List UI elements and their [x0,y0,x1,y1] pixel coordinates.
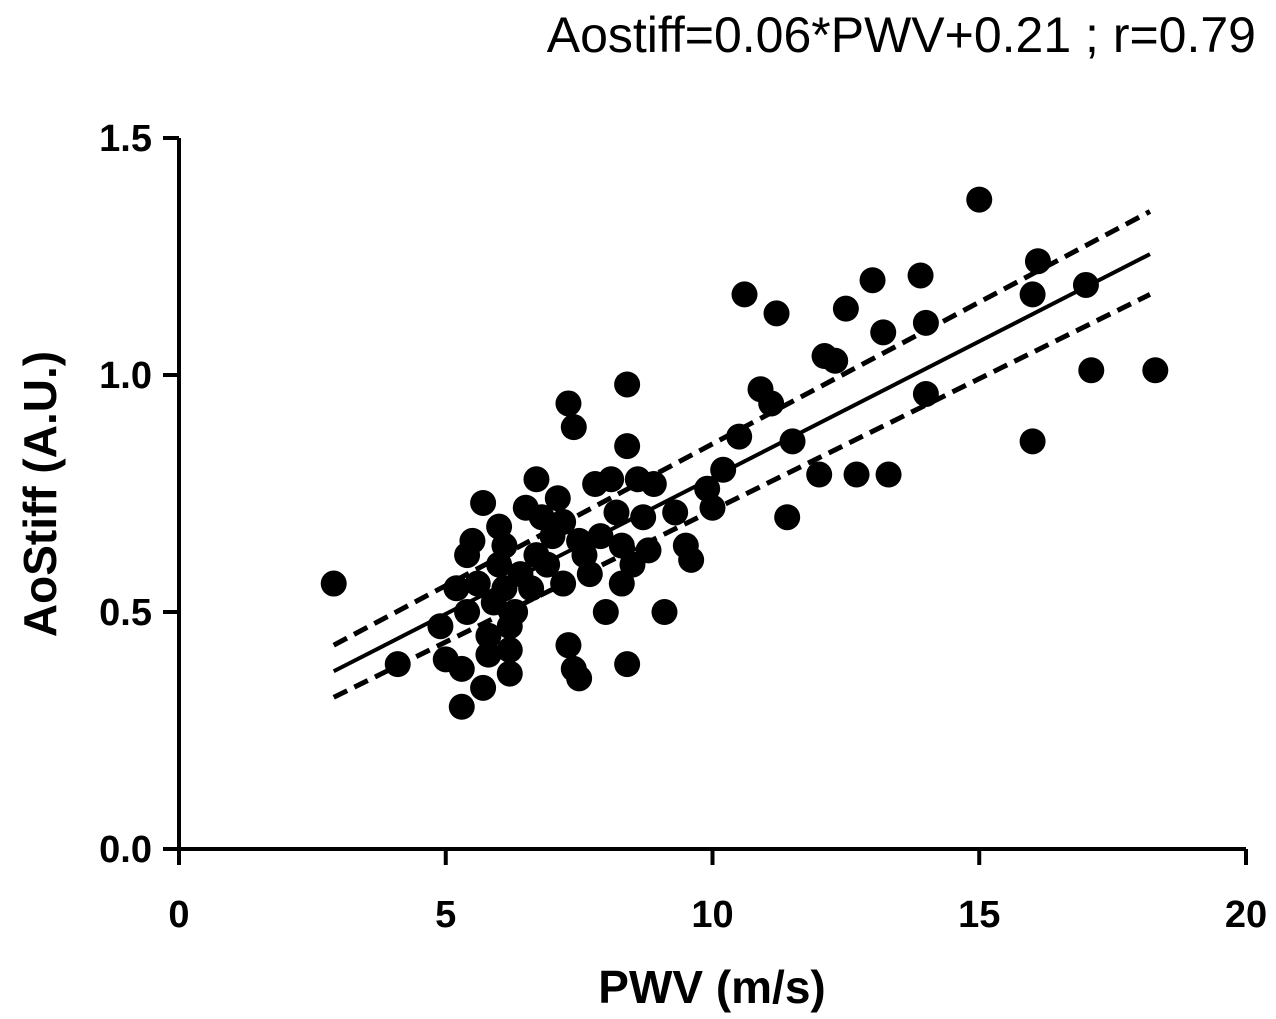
y-tick-label: 0.0 [99,829,152,871]
data-point [779,428,806,455]
data-point [555,390,582,417]
data-point [1072,271,1099,298]
data-point [763,300,790,327]
data-point [475,641,502,668]
data-point [832,295,859,322]
data-point [320,570,347,597]
data-point [608,532,635,559]
data-point [587,523,614,550]
data-point [1019,281,1046,308]
data-points [320,186,1169,720]
data-point [576,561,603,588]
data-point [614,651,641,678]
data-point [470,489,497,516]
data-point [630,504,657,531]
data-point [550,508,577,535]
x-tick-label: 10 [691,894,733,936]
data-point [907,262,934,289]
data-point [614,371,641,398]
x-tick-label: 15 [958,894,1000,936]
data-point [534,551,561,578]
data-point [843,461,870,488]
data-point [598,466,625,493]
data-point [662,499,689,526]
data-point [502,599,529,625]
data-point [635,537,662,564]
data-point [555,632,582,659]
data-point [875,461,902,488]
data-point [640,471,667,498]
data-point [454,599,481,625]
data-point [966,186,993,213]
data-point [822,347,849,374]
data-point [384,651,411,678]
data-point [464,570,491,597]
data-point [459,527,486,554]
data-point [608,570,635,597]
x-tick-label: 0 [168,894,189,936]
data-point [614,433,641,460]
x-axis-label: PWV (m/s) [598,961,825,1013]
data-point [491,532,518,559]
data-point [651,599,678,625]
data-point [1142,357,1169,384]
data-point [912,380,939,407]
data-point [1024,248,1051,275]
data-point [1078,357,1105,384]
data-point [758,390,785,417]
axes: 0 5 10 15 20 0.0 0.5 1.0 1.5 [99,118,1267,936]
x-tick-label: 5 [435,894,456,936]
data-point [1019,428,1046,455]
data-point [518,575,545,602]
data-point [603,499,630,526]
data-point [806,461,833,488]
ci-lower-line [332,292,1152,700]
data-point [443,575,470,602]
y-axis-label: AoStiff (A.U.) [14,351,66,637]
data-point [544,485,571,512]
y-tick-label: 1.5 [99,118,152,160]
data-point [912,309,939,336]
chart-title: Aostiff=0.06*PWV+0.21 ; r=0.79 [547,7,1256,63]
data-point [678,546,705,573]
data-point [859,267,886,294]
data-point [496,660,523,687]
data-point [870,319,897,346]
data-point [699,494,726,521]
x-tick-label: 20 [1225,894,1267,936]
data-point [710,456,737,483]
data-point [774,504,801,531]
data-point [726,423,753,450]
y-tick-label: 0.5 [99,592,152,634]
data-point [523,466,550,493]
data-point [528,504,555,531]
data-point [448,693,475,720]
data-point [448,655,475,682]
data-point [496,636,523,663]
data-point [566,665,593,692]
data-point [592,599,619,625]
data-point [470,674,497,701]
y-tick-label: 1.0 [99,355,152,397]
data-point [731,281,758,308]
data-point [550,570,577,597]
data-point [475,622,502,649]
data-point [427,613,454,640]
data-point [560,414,587,441]
